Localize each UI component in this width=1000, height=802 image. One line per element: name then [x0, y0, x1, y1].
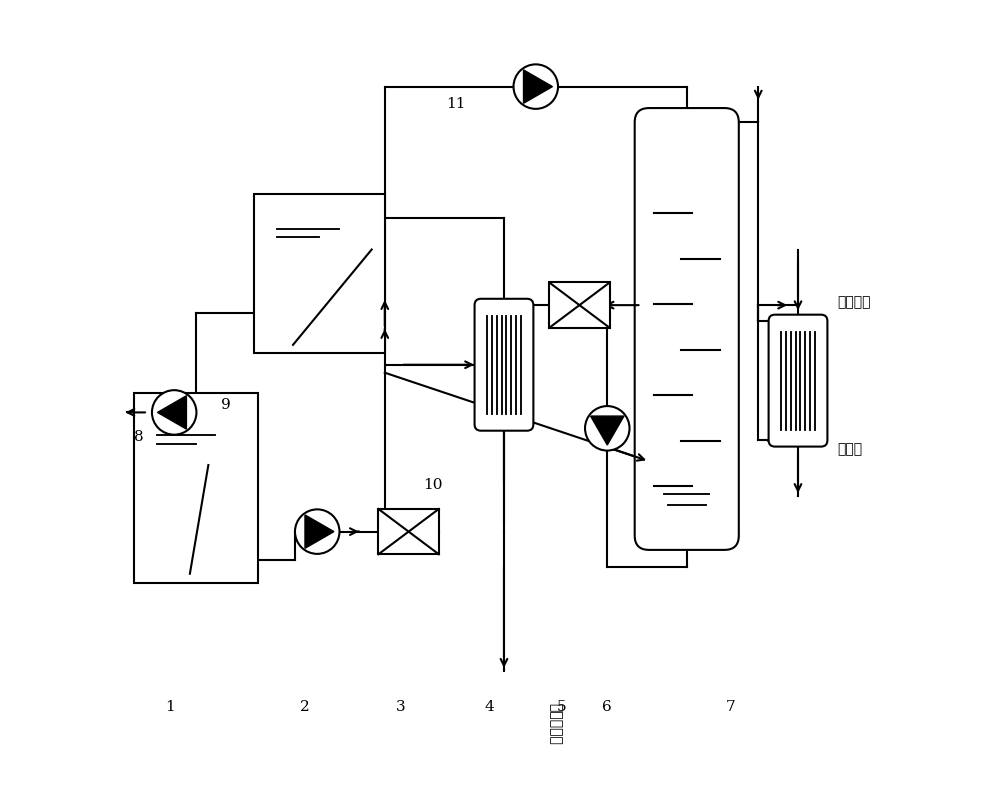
Text: 10: 10 [423, 477, 442, 492]
Text: 8: 8 [134, 430, 143, 444]
Text: 6: 6 [602, 699, 612, 714]
FancyBboxPatch shape [635, 109, 739, 550]
Circle shape [295, 510, 339, 554]
Text: 2: 2 [300, 699, 310, 714]
Text: 外部蒸汽: 外部蒸汽 [838, 295, 871, 309]
Bar [254, 195, 385, 354]
Bar [134, 393, 258, 584]
FancyBboxPatch shape [475, 299, 533, 431]
Text: 冷凝水: 冷凝水 [838, 442, 863, 456]
Text: 9: 9 [221, 398, 231, 412]
Circle shape [585, 407, 630, 451]
FancyBboxPatch shape [769, 315, 827, 447]
Text: 11: 11 [447, 96, 466, 111]
Text: 3: 3 [396, 699, 405, 714]
Text: 1: 1 [165, 699, 175, 714]
Polygon shape [591, 416, 624, 445]
Polygon shape [524, 71, 552, 104]
Circle shape [514, 65, 558, 110]
Text: 7: 7 [726, 699, 735, 714]
Text: 4: 4 [485, 699, 495, 714]
Circle shape [152, 391, 196, 435]
Bar [378, 509, 439, 554]
Text: 5: 5 [557, 699, 567, 714]
Text: 低氨氮料液: 低氨氮料液 [548, 703, 562, 744]
Polygon shape [157, 396, 186, 430]
Polygon shape [305, 516, 334, 549]
Bar [549, 283, 610, 328]
